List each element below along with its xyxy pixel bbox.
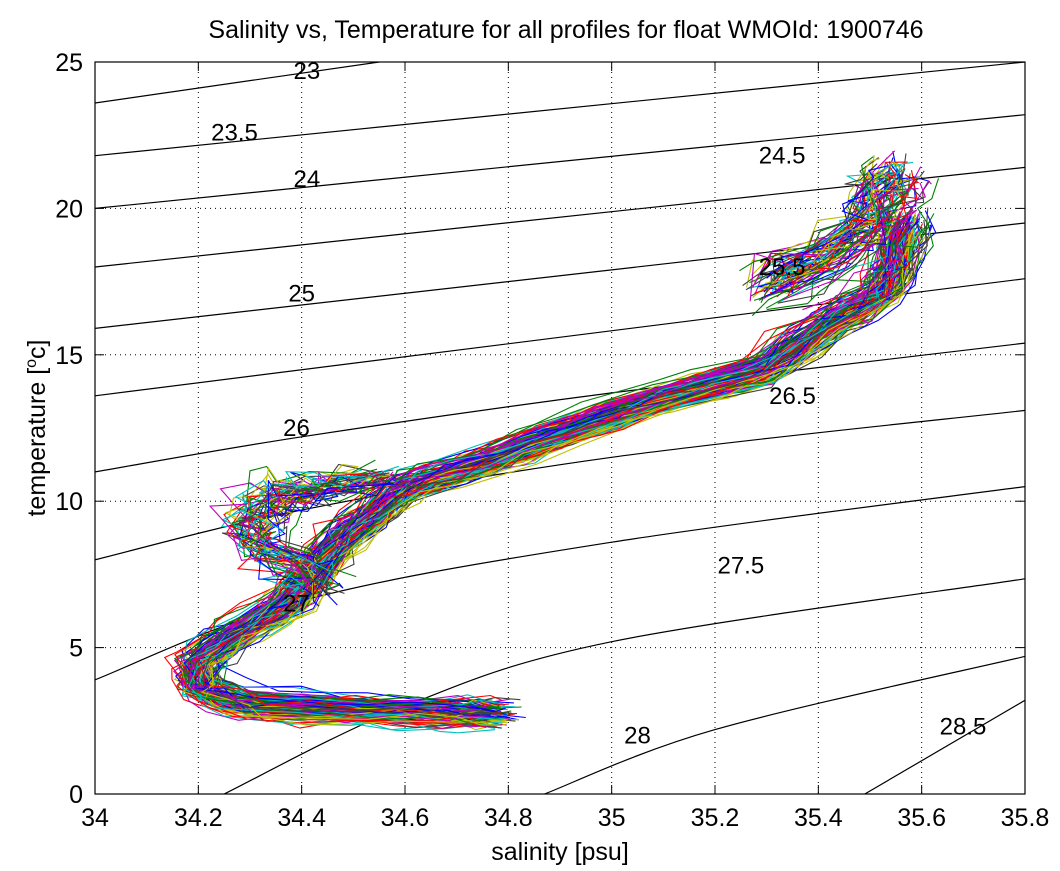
density-label-23.5: 23.5	[211, 119, 258, 146]
profile-line-upper	[776, 169, 906, 280]
profile-line-shallow	[256, 472, 390, 587]
y-tick-label: 5	[69, 635, 83, 663]
profile-line-upper	[757, 165, 889, 288]
y-tick-label: 0	[69, 781, 83, 809]
y-axis-label-unit: c]	[23, 339, 51, 358]
x-tick-label: 35.8	[1001, 804, 1050, 832]
profile-line-shallow	[238, 468, 378, 584]
profile-line-upper	[751, 196, 898, 317]
y-axis-label: temperature [oc]	[23, 339, 51, 516]
x-tick-label: 34.6	[381, 804, 430, 832]
density-label-27.5: 27.5	[717, 553, 764, 580]
density-label-25: 25	[288, 280, 315, 307]
profile-line-shallow	[241, 474, 397, 594]
profile-line-upper	[774, 162, 905, 275]
profile-line-upper	[760, 186, 897, 299]
density-contour-26.5	[95, 409, 1025, 561]
density-label-24: 24	[293, 166, 320, 193]
profile-line-upper	[742, 163, 878, 287]
profile-line	[182, 217, 901, 718]
profile-line-upper	[786, 177, 916, 298]
x-tick-label: 34.2	[174, 804, 223, 832]
profile-line-shallow	[208, 476, 370, 595]
density-label-28: 28	[624, 722, 651, 749]
density-label-28.5: 28.5	[940, 714, 987, 741]
density-contour-26	[95, 342, 1025, 473]
profile-line-shallow	[231, 476, 375, 591]
profile-line-upper	[810, 178, 940, 301]
density-label-24.5: 24.5	[759, 143, 806, 170]
density-label-26: 26	[283, 415, 310, 442]
density-label-25.5: 25.5	[759, 254, 806, 281]
profile-line	[179, 229, 893, 724]
density-contour-23	[95, 62, 380, 104]
x-tick-label: 34	[81, 804, 109, 832]
density-contour-27	[95, 486, 1025, 681]
x-tick-label: 35.2	[691, 804, 740, 832]
y-axis-label-degree: o	[23, 359, 40, 368]
y-tick-label: 10	[55, 488, 83, 516]
density-contour-23.5	[95, 62, 1025, 157]
x-axis-ticks: 34 34.2 34.4 34.6 34.8 35 35.2 35.4 35.6 35.8	[81, 62, 1049, 832]
x-tick-label: 35.6	[897, 804, 946, 832]
profile-line	[190, 226, 909, 722]
axes-frame	[94, 61, 1026, 795]
profile-line-upper	[802, 179, 932, 311]
float-profiles	[163, 150, 940, 734]
profile-line-shallow	[237, 472, 379, 590]
profile-line	[200, 231, 921, 726]
y-axis-ticks: 0 5 10 15 20 25	[55, 49, 1025, 809]
profile-line-upper	[777, 184, 924, 304]
y-tick-label: 15	[55, 342, 83, 370]
x-tick-label: 34.8	[484, 804, 533, 832]
density-label-26.5: 26.5	[769, 383, 816, 410]
density-contour-28	[544, 655, 1025, 794]
y-axis-label-main: temperature [	[23, 368, 51, 517]
profile-line-upper	[801, 180, 931, 288]
x-tick-label: 35	[598, 804, 626, 832]
profile-line-shallow	[237, 471, 386, 589]
y-tick-label: 25	[55, 49, 83, 77]
profile-line-shallow	[235, 476, 383, 596]
density-label-27: 27	[283, 591, 310, 618]
density-contour-24	[95, 114, 1025, 209]
profile-line	[184, 220, 899, 718]
profile-line	[201, 221, 912, 716]
y-tick-label: 20	[55, 195, 83, 223]
profile-line-upper	[739, 156, 874, 272]
profile-line-shallow	[234, 471, 368, 589]
x-axis-label: salinity [psu]	[491, 838, 629, 866]
chart-title: Salinity vs, Temperature for all profile…	[208, 16, 923, 44]
profile-line-upper	[779, 168, 904, 286]
density-contour-27.5	[223, 578, 1025, 794]
profile-line-upper	[778, 189, 912, 303]
profile-line-upper	[784, 169, 918, 279]
profile-line	[182, 228, 908, 723]
x-tick-label: 35.4	[794, 804, 843, 832]
profile-line	[202, 231, 904, 726]
profile-line	[183, 219, 898, 716]
density-contour-28.5	[864, 699, 1025, 794]
profile-line-upper	[753, 174, 887, 301]
profile-line	[188, 229, 911, 722]
x-tick-label: 34.4	[277, 804, 326, 832]
profile-line	[198, 220, 911, 715]
